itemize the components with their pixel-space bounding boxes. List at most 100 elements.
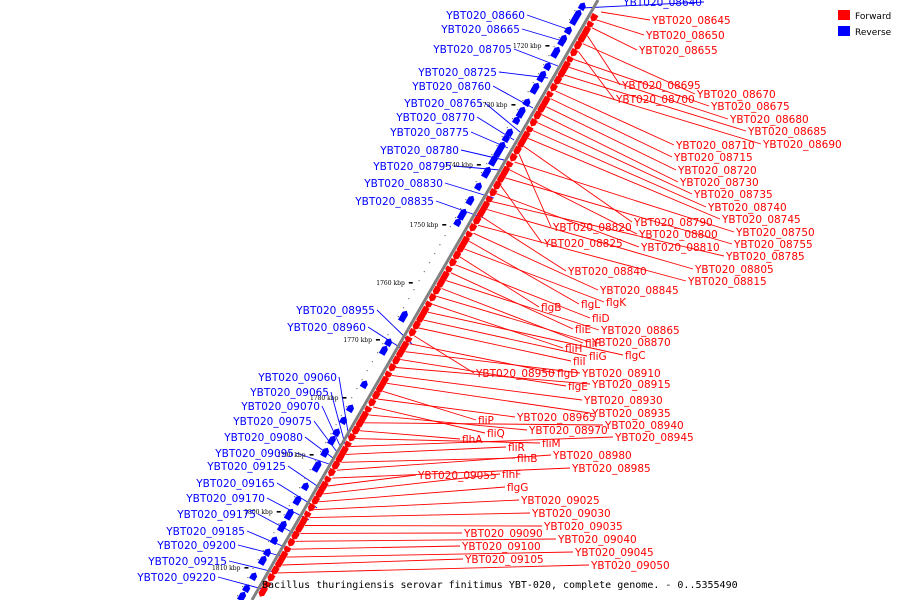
reverse-gene-label[interactable]: YBT020_08760 [411,81,491,93]
forward-gene-label[interactable]: YBT020_08940 [604,420,684,432]
reverse-gene-label[interactable]: YBT020_08665 [440,24,520,36]
forward-gene-label[interactable]: fliF [585,338,601,350]
forward-gene-label[interactable]: YBT020_08755 [733,239,813,251]
forward-gene-label[interactable]: YBT020_08950 [475,368,555,380]
forward-gene-label[interactable]: YBT020_08970 [528,425,608,437]
forward-gene-label[interactable]: YBT020_08670 [696,89,776,101]
forward-gene-label[interactable]: flhF [502,469,521,481]
forward-gene-label[interactable]: YBT020_08915 [591,379,671,391]
forward-gene-label[interactable]: YBT020_08690 [762,139,842,151]
forward-gene-label[interactable]: YBT020_08650 [645,30,725,42]
reverse-gene-label[interactable]: YBT020_09095 [214,448,294,460]
forward-gene-label[interactable]: flhB [517,453,537,465]
forward-gene-label[interactable]: YBT020_08985 [571,463,651,475]
forward-gene-label[interactable]: YBT020_08710 [675,140,755,152]
reverse-gene-label[interactable]: YBT020_08770 [395,112,475,124]
reverse-gene-label[interactable]: YBT020_08705 [432,44,512,56]
forward-gene-label[interactable]: YBT020_08750 [735,227,815,239]
forward-gene-label[interactable]: flgK [606,297,627,309]
reverse-gene-label[interactable]: YBT020_09165 [195,478,275,490]
forward-gene-label[interactable]: YBT020_08685 [747,126,827,138]
reverse-gene-label[interactable]: YBT020_09185 [165,526,245,538]
forward-gene-label[interactable]: YBT020_08825 [543,238,623,250]
forward-gene-label[interactable]: YBT020_08815 [687,276,767,288]
reverse-gene-label[interactable]: YBT020_08835 [354,196,434,208]
forward-gene-label[interactable]: fliD [592,313,610,325]
forward-gene-label[interactable]: YBT020_08695 [621,80,701,92]
forward-gene-label[interactable]: fliP [478,415,494,427]
forward-gene-label[interactable]: fliQ [487,428,505,440]
forward-gene-label[interactable]: YBT020_08865 [600,325,680,337]
reverse-gene-label[interactable]: YBT020_09215 [147,556,227,568]
forward-gene-label[interactable]: YBT020_09105 [464,554,544,566]
forward-gene-label[interactable]: YBT020_08870 [591,337,671,349]
forward-gene-label[interactable]: YBT020_08935 [591,408,671,420]
forward-gene-label[interactable]: YBT020_08965 [516,412,596,424]
forward-gene-label[interactable]: YBT020_08645 [651,15,731,27]
forward-gene-label[interactable]: flhA [462,434,483,446]
forward-gene-label[interactable]: YBT020_08800 [638,229,718,241]
forward-gene-label[interactable]: YBT020_08945 [614,432,694,444]
forward-gene-label[interactable]: YBT020_08820 [552,222,632,234]
forward-gene-label[interactable]: YBT020_08740 [707,202,787,214]
forward-gene-label[interactable]: YBT020_08790 [633,217,713,229]
reverse-gene-label[interactable]: YBT020_08640 [622,0,702,9]
forward-gene-label[interactable]: YBT020_08930 [583,395,663,407]
forward-gene-label[interactable]: flgB [541,302,561,314]
forward-gene-label[interactable]: YBT020_09045 [574,547,654,559]
reverse-gene-label[interactable]: YBT020_09220 [136,572,216,584]
forward-gene-label[interactable]: fliE [575,324,591,336]
reverse-gene-label[interactable]: YBT020_09175 [176,509,256,521]
forward-gene-label[interactable]: fliI [573,356,586,368]
forward-gene-label[interactable]: YBT020_08655 [638,45,718,57]
forward-gene-label[interactable]: YBT020_08840 [567,266,647,278]
forward-gene-label[interactable]: YBT020_08680 [729,114,809,126]
forward-gene-label[interactable]: fliR [508,442,525,454]
forward-gene-label[interactable]: YBT020_09090 [463,528,543,540]
forward-gene-label[interactable]: YBT020_08720 [677,165,757,177]
forward-gene-label[interactable]: YBT020_09030 [531,508,611,520]
forward-gene-label[interactable]: flgD [557,368,578,380]
reverse-gene-label[interactable]: YBT020_08955 [295,305,375,317]
forward-gene-label[interactable]: YBT020_09050 [590,560,670,572]
forward-gene-label[interactable]: YBT020_09100 [461,541,541,553]
forward-gene-label[interactable]: YBT020_08910 [581,368,661,380]
reverse-gene-label[interactable]: YBT020_08660 [445,10,525,22]
reverse-gene-label[interactable]: YBT020_08795 [372,161,452,173]
forward-gene-label[interactable]: YBT020_08730 [679,177,759,189]
reverse-gene-label[interactable]: YBT020_09070 [240,401,320,413]
forward-gene-label[interactable]: YBT020_09055 [417,470,497,482]
forward-gene-label[interactable]: YBT020_08700 [615,94,695,106]
reverse-gene-label[interactable]: YBT020_08725 [417,67,497,79]
reverse-gene-label[interactable]: YBT020_08960 [286,322,366,334]
forward-gene-label[interactable]: YBT020_08845 [599,285,679,297]
forward-gene-label[interactable]: flgL [581,299,600,311]
reverse-gene-label[interactable]: YBT020_09075 [232,416,312,428]
reverse-gene-label[interactable]: YBT020_08780 [379,145,459,157]
reverse-gene-label[interactable]: YBT020_08830 [363,178,443,190]
forward-gene-label[interactable]: YBT020_08810 [640,242,720,254]
forward-gene-label[interactable]: YBT020_08785 [725,251,805,263]
reverse-gene-label[interactable]: YBT020_09060 [257,372,337,384]
forward-gene-label[interactable]: YBT020_08715 [673,152,753,164]
reverse-gene-label[interactable]: YBT020_09125 [206,461,286,473]
forward-gene-label[interactable]: YBT020_09040 [557,534,637,546]
forward-gene-label[interactable]: YBT020_09035 [543,521,623,533]
reverse-gene-label[interactable]: YBT020_09065 [249,387,329,399]
reverse-gene-label[interactable]: YBT020_09170 [185,493,265,505]
forward-gene-label[interactable]: fliH [565,343,582,355]
reverse-gene-label[interactable]: YBT020_09200 [156,540,236,552]
forward-gene-label[interactable]: flgC [625,350,646,362]
reverse-gene-label[interactable]: YBT020_09080 [223,432,303,444]
forward-gene-label[interactable]: YBT020_09025 [520,495,600,507]
reverse-gene-label[interactable]: YBT020_08775 [389,127,469,139]
forward-gene-label[interactable]: fliM [542,438,561,450]
forward-gene-label[interactable]: fliG [589,351,607,363]
forward-gene-label[interactable]: flgE [568,381,588,393]
forward-gene-label[interactable]: YBT020_08675 [710,101,790,113]
forward-gene-label[interactable]: YBT020_08745 [721,214,801,226]
reverse-gene-label[interactable]: YBT020_08765 [403,98,483,110]
forward-gene-label[interactable]: YBT020_08805 [694,264,774,276]
forward-gene-label[interactable]: YBT020_08980 [552,450,632,462]
forward-gene-label[interactable]: flgG [507,482,528,494]
